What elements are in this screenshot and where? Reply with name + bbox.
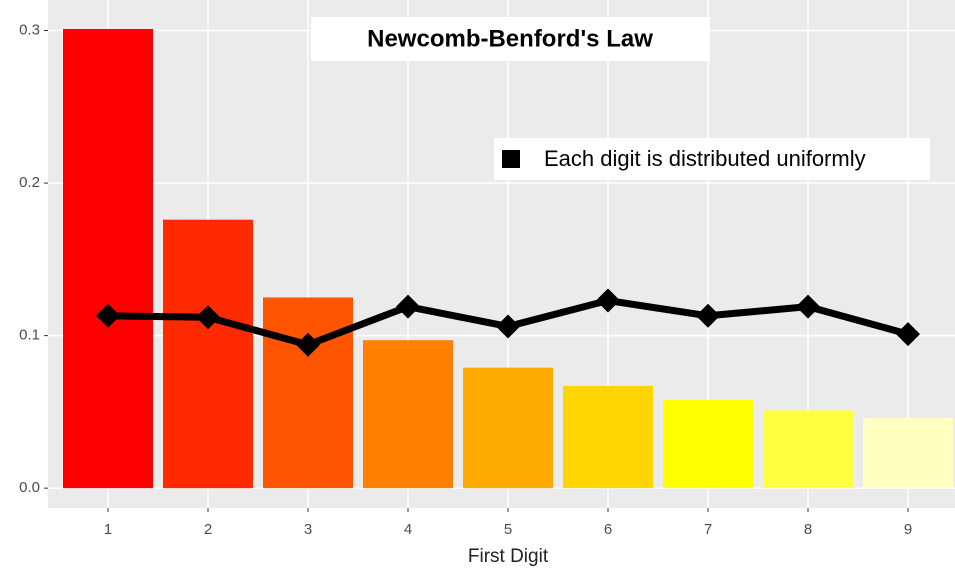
title-box (311, 17, 710, 61)
bar (263, 297, 353, 489)
x-axis-label: First Digit (468, 546, 549, 567)
bar (363, 340, 453, 489)
bar (463, 367, 553, 489)
y-tick-label: 0.3 (19, 21, 40, 38)
bar (63, 28, 153, 489)
bar (163, 219, 253, 489)
point (396, 294, 420, 319)
point (696, 303, 720, 328)
y-tick-label: 0.0 (19, 479, 40, 496)
x-tick-label: 6 (604, 521, 612, 538)
y-tick-label: 0.1 (19, 327, 40, 344)
y-tick-label: 0.2 (19, 174, 40, 191)
bar (863, 417, 953, 489)
x-tick-label: 8 (804, 521, 812, 538)
bar (563, 385, 653, 489)
x-tick-label: 4 (404, 521, 412, 538)
legend-label: Each digit is distributed uniformly (544, 146, 866, 171)
point (296, 332, 320, 357)
point (196, 305, 220, 330)
point (596, 288, 620, 313)
legend-key (502, 150, 520, 168)
point (496, 314, 520, 339)
x-tick-label: 9 (904, 521, 912, 538)
x-tick-label: 3 (304, 521, 312, 538)
x-tick-label: 1 (104, 521, 112, 538)
bar (763, 410, 853, 489)
x-tick-label: 2 (204, 521, 212, 538)
point (796, 294, 820, 319)
point (96, 303, 120, 328)
chart-title: Newcomb-Benford's Law (367, 25, 653, 52)
point (896, 322, 920, 347)
legend-box (494, 138, 930, 180)
bar (663, 399, 753, 489)
x-tick-label: 7 (704, 521, 712, 538)
x-tick-label: 5 (504, 521, 512, 538)
